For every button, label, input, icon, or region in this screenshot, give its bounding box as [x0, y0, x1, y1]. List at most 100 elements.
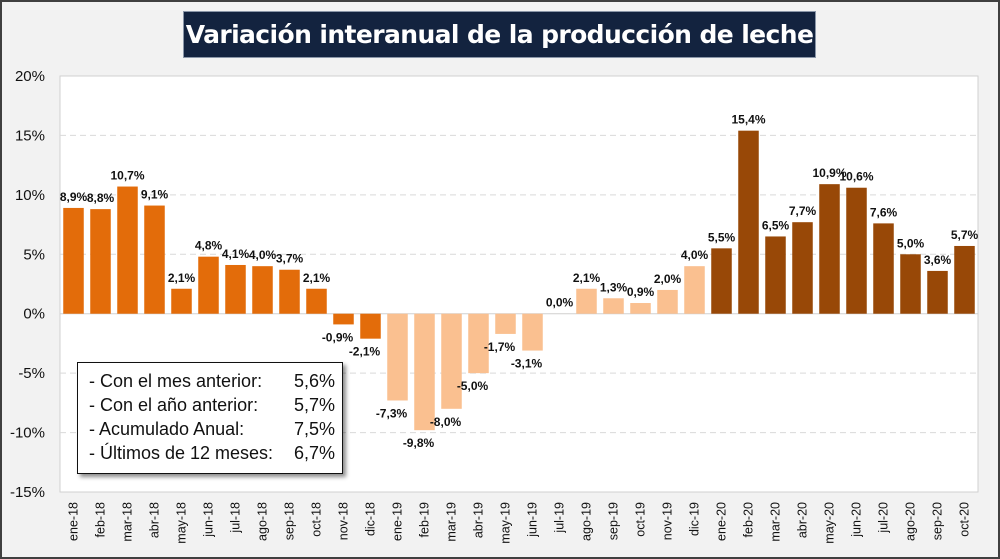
- x-tick-label: sep-19: [607, 502, 621, 540]
- x-tick-label: ene-19: [391, 502, 405, 541]
- bar: [306, 288, 327, 314]
- x-tick-label: dic-19: [688, 502, 702, 536]
- y-tick-label: -15%: [10, 484, 45, 501]
- bar: [630, 303, 651, 314]
- x-tick-label: sep-18: [283, 502, 297, 540]
- x-axis: ene-18 feb-18 mar-18 abr-18 may-18 jun-18 jul-…: [67, 502, 972, 544]
- x-tick-label: jul-19: [553, 502, 567, 534]
- summary-value: 7,5%: [293, 419, 335, 439]
- data-label: 3,7%: [276, 252, 304, 266]
- summary-label: - Últimos de 12 meses:: [89, 443, 274, 463]
- data-label: 4,8%: [195, 239, 223, 253]
- bar: [144, 205, 165, 314]
- summary-box: - Con el mes anterior: 5,6% - Con el año…: [77, 362, 343, 474]
- bar: [873, 223, 894, 314]
- bar: [927, 270, 948, 314]
- x-tick-label: abr-19: [472, 502, 486, 538]
- x-tick-label: sep-20: [931, 502, 945, 540]
- x-tick-label: may-20: [823, 502, 837, 544]
- y-tick-label: -10%: [10, 425, 45, 442]
- data-label: 1,3%: [600, 280, 628, 294]
- bar: [684, 266, 705, 314]
- summary-label: - Acumulado Anual:: [89, 419, 245, 439]
- data-label: 8,9%: [60, 190, 88, 204]
- data-label: -2,1%: [349, 345, 381, 359]
- bar: [954, 245, 975, 314]
- data-label: 7,7%: [789, 204, 817, 218]
- summary-label: - Con el año anterior:: [89, 395, 259, 415]
- x-tick-label: ene-20: [715, 502, 729, 541]
- bar: [522, 313, 543, 351]
- bar: [495, 313, 516, 334]
- x-tick-label: jun-19: [526, 502, 540, 538]
- y-tick-label: 0%: [23, 306, 45, 323]
- data-label: 5,7%: [951, 228, 979, 242]
- data-label: -1,7%: [484, 340, 516, 354]
- x-tick-label: abr-18: [148, 502, 162, 538]
- summary-row: - Con el mes anterior: 5,6%: [89, 371, 335, 395]
- data-label: 5,0%: [897, 236, 925, 250]
- data-label: -9,8%: [403, 436, 435, 450]
- summary-value: 5,6%: [293, 371, 335, 391]
- data-label: -0,9%: [322, 330, 354, 344]
- y-tick-label: 10%: [15, 187, 45, 204]
- bar: [225, 264, 246, 314]
- x-tick-label: jun-20: [850, 502, 864, 538]
- data-label: 4,0%: [681, 248, 709, 262]
- y-tick-label: -5%: [18, 365, 45, 382]
- data-label: 9,1%: [141, 188, 169, 202]
- data-label: 10,7%: [110, 169, 144, 183]
- summary-label: - Con el mes anterior:: [89, 371, 263, 391]
- bar: [252, 266, 273, 314]
- x-tick-label: nov-19: [661, 502, 675, 540]
- bar: [603, 298, 624, 314]
- data-label: -7,3%: [376, 406, 408, 420]
- x-tick-label: mar-19: [445, 502, 459, 542]
- bar: [846, 187, 867, 314]
- data-label: 2,0%: [654, 272, 682, 286]
- data-label: 4,0%: [249, 248, 277, 262]
- x-tick-label: nov-18: [337, 502, 351, 540]
- bar: [792, 222, 813, 314]
- bar: [441, 313, 462, 409]
- data-label: -8,0%: [430, 415, 462, 429]
- y-axis: -15% -10% -5% 0% 5% 10% 15% 20%: [10, 68, 45, 501]
- x-tick-label: ago-19: [580, 502, 594, 541]
- chart-title: Variación interanual de la producción de…: [185, 20, 814, 49]
- data-label: -5,0%: [457, 379, 489, 393]
- chart-title-box: Variación interanual de la producción de…: [183, 11, 816, 58]
- data-label: 2,1%: [303, 271, 331, 285]
- x-tick-label: may-18: [175, 502, 189, 544]
- bar: [819, 184, 840, 314]
- bar: [117, 186, 138, 314]
- bar: [414, 313, 435, 431]
- data-label: 3,6%: [924, 253, 952, 267]
- data-label: 8,8%: [87, 191, 115, 205]
- x-tick-label: jun-18: [202, 502, 216, 538]
- bar: [468, 313, 489, 374]
- x-tick-label: feb-19: [418, 502, 432, 537]
- x-tick-label: dic-18: [364, 502, 378, 536]
- bar: [198, 256, 219, 314]
- data-label: 6,5%: [762, 218, 790, 232]
- data-labels: 8,9% 8,8%10,7%9,1%2,1%4,8%4,1% 4,0% 3,7%2,1…: [60, 113, 979, 451]
- x-tick-label: ene-18: [67, 502, 81, 541]
- x-tick-label: feb-20: [742, 502, 756, 537]
- data-label: 4,1%: [222, 247, 250, 261]
- x-tick-label: jul-20: [877, 502, 891, 534]
- bar: [576, 288, 597, 314]
- bar: [765, 236, 786, 314]
- data-label: 7,6%: [870, 205, 898, 219]
- bar: [279, 269, 300, 314]
- data-label: 5,5%: [708, 230, 736, 244]
- summary-row: - Con el año anterior: 5,7%: [89, 395, 335, 419]
- y-tick-label: 15%: [15, 127, 45, 144]
- x-tick-label: jul-18: [229, 502, 243, 534]
- summary-row: - Últimos de 12 meses: 6,7%: [89, 443, 335, 467]
- x-tick-label: abr-20: [796, 502, 810, 538]
- data-label: 2,1%: [573, 271, 601, 285]
- x-tick-label: oct-20: [958, 502, 972, 537]
- bar: [738, 130, 759, 314]
- y-tick-label: 5%: [23, 246, 45, 263]
